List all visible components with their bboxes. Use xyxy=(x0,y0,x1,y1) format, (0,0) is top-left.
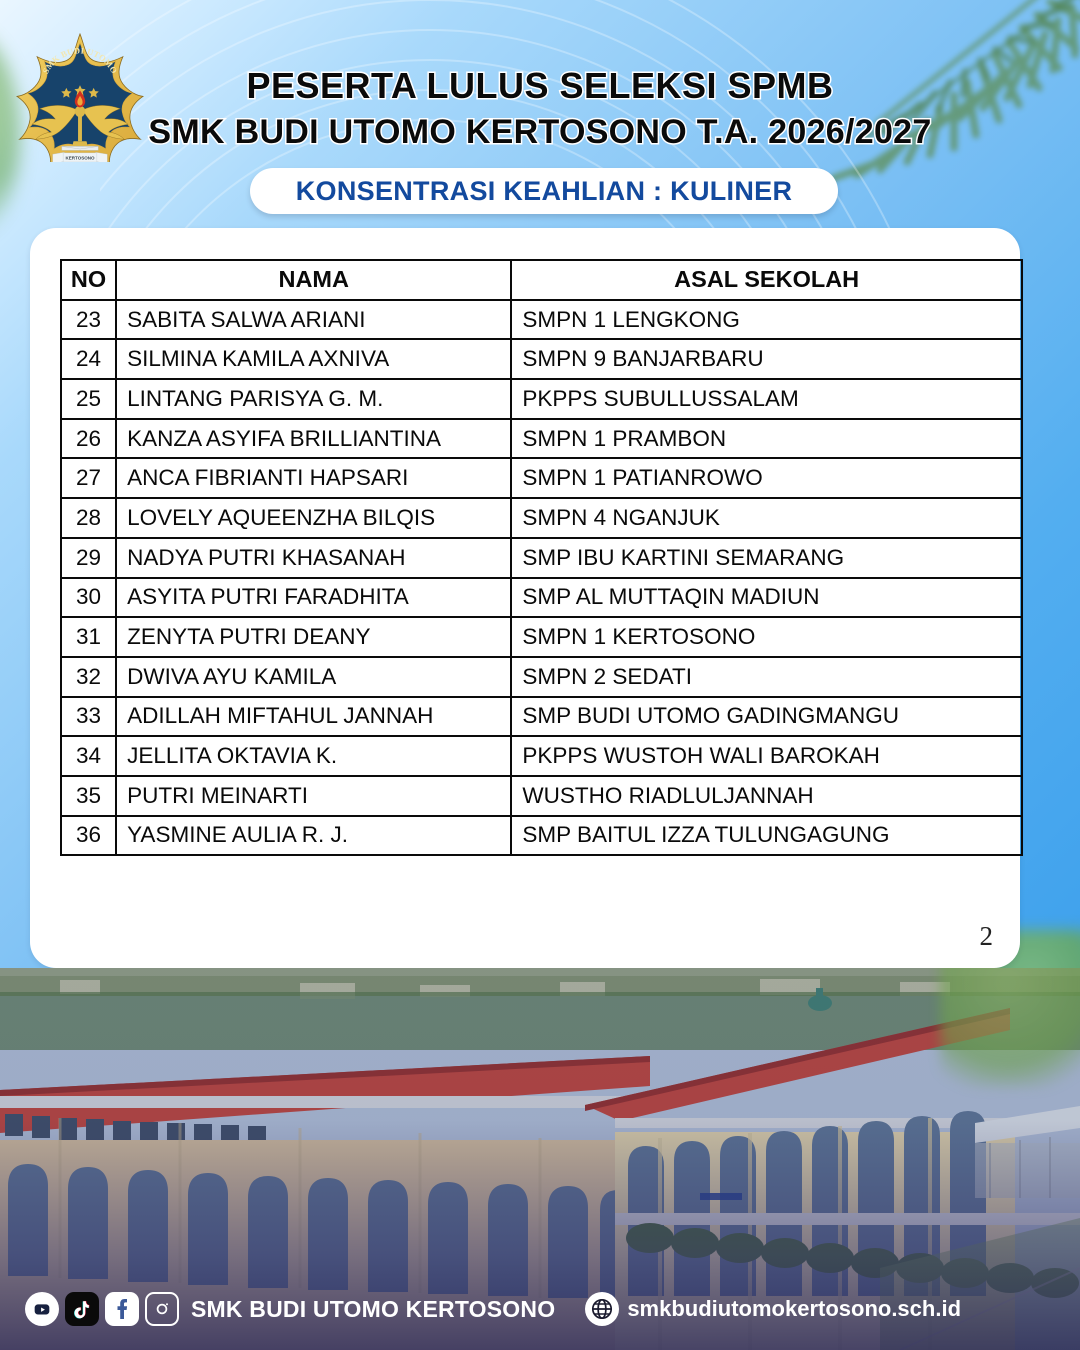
svg-text:KERTOSONO: KERTOSONO xyxy=(65,155,95,160)
